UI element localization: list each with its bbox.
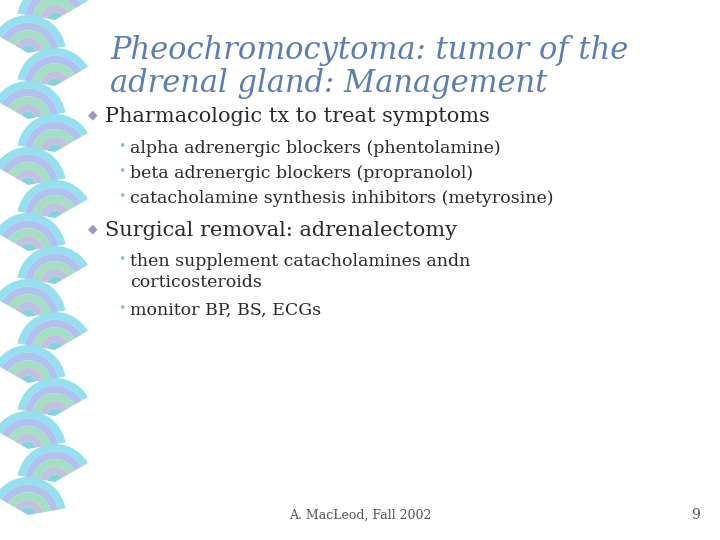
Text: •: • — [118, 253, 125, 266]
Text: adrenal gland: Management: adrenal gland: Management — [110, 68, 547, 99]
Wedge shape — [15, 368, 43, 382]
Text: A. MacLeod, Fall 2002: A. MacLeod, Fall 2002 — [289, 509, 431, 522]
Text: monitor BP, BS, ECGs: monitor BP, BS, ECGs — [130, 302, 321, 319]
Wedge shape — [25, 451, 81, 478]
Wedge shape — [0, 477, 66, 510]
Text: ◆: ◆ — [88, 222, 98, 235]
Wedge shape — [15, 434, 43, 448]
Wedge shape — [40, 335, 68, 349]
Wedge shape — [22, 375, 35, 383]
Wedge shape — [8, 96, 50, 116]
Wedge shape — [15, 236, 43, 249]
Text: •: • — [118, 165, 125, 178]
Wedge shape — [15, 38, 43, 52]
Text: then supplement catacholamines andn: then supplement catacholamines andn — [130, 253, 470, 270]
Wedge shape — [40, 5, 68, 19]
Wedge shape — [1, 418, 58, 445]
Wedge shape — [1, 484, 58, 511]
Wedge shape — [0, 213, 66, 246]
Wedge shape — [32, 327, 75, 347]
Wedge shape — [40, 71, 68, 85]
Wedge shape — [17, 444, 88, 477]
Text: 9: 9 — [691, 508, 700, 522]
Wedge shape — [48, 211, 62, 218]
Wedge shape — [48, 342, 62, 350]
Wedge shape — [48, 276, 62, 284]
Wedge shape — [17, 0, 88, 15]
Wedge shape — [22, 45, 35, 53]
Wedge shape — [15, 170, 43, 184]
Wedge shape — [25, 254, 81, 280]
Wedge shape — [15, 104, 43, 118]
Text: Surgical removal: adrenalectomy: Surgical removal: adrenalectomy — [105, 221, 457, 240]
Wedge shape — [17, 48, 88, 80]
Wedge shape — [25, 56, 81, 82]
Wedge shape — [8, 162, 50, 183]
Wedge shape — [8, 228, 50, 248]
Text: alpha adrenergic blockers (phentolamine): alpha adrenergic blockers (phentolamine) — [130, 140, 500, 157]
Wedge shape — [32, 459, 75, 480]
Wedge shape — [25, 122, 81, 148]
Wedge shape — [1, 154, 58, 181]
Wedge shape — [32, 195, 75, 215]
Text: ◆: ◆ — [88, 108, 98, 121]
Wedge shape — [48, 78, 62, 86]
Wedge shape — [32, 129, 75, 150]
Text: Pharmacologic tx to treat symptoms: Pharmacologic tx to treat symptoms — [105, 107, 490, 126]
Wedge shape — [0, 147, 66, 180]
Wedge shape — [1, 89, 58, 115]
Wedge shape — [22, 111, 35, 119]
Wedge shape — [22, 178, 35, 185]
Wedge shape — [0, 411, 66, 444]
Wedge shape — [17, 246, 88, 279]
Wedge shape — [17, 378, 88, 411]
Wedge shape — [0, 345, 66, 377]
Wedge shape — [22, 508, 35, 515]
Wedge shape — [22, 244, 35, 251]
Wedge shape — [22, 441, 35, 449]
Wedge shape — [15, 302, 43, 316]
Wedge shape — [15, 500, 43, 514]
Wedge shape — [48, 475, 62, 482]
Wedge shape — [17, 312, 88, 345]
Wedge shape — [25, 0, 81, 16]
Wedge shape — [1, 287, 58, 313]
Wedge shape — [8, 492, 50, 512]
Wedge shape — [25, 386, 81, 412]
Text: catacholamine synthesis inhibitors (metyrosine): catacholamine synthesis inhibitors (mety… — [130, 190, 554, 207]
Wedge shape — [48, 408, 62, 416]
Wedge shape — [40, 137, 68, 151]
Text: Pheochromocytoma: tumor of the: Pheochromocytoma: tumor of the — [110, 35, 629, 66]
Wedge shape — [8, 30, 50, 50]
Wedge shape — [22, 309, 35, 317]
Wedge shape — [25, 320, 81, 346]
Wedge shape — [1, 353, 58, 379]
Wedge shape — [40, 203, 68, 217]
Text: •: • — [118, 302, 125, 315]
Text: •: • — [118, 190, 125, 203]
Wedge shape — [0, 279, 66, 312]
Text: beta adrenergic blockers (propranolol): beta adrenergic blockers (propranolol) — [130, 165, 473, 182]
Wedge shape — [17, 114, 88, 147]
Wedge shape — [0, 15, 66, 48]
Wedge shape — [32, 63, 75, 83]
Wedge shape — [48, 12, 62, 20]
Wedge shape — [8, 426, 50, 447]
Wedge shape — [8, 360, 50, 380]
Wedge shape — [0, 81, 66, 114]
Wedge shape — [48, 144, 62, 152]
Wedge shape — [32, 0, 75, 17]
Wedge shape — [25, 187, 81, 214]
Wedge shape — [1, 23, 58, 49]
Wedge shape — [17, 180, 88, 213]
Text: •: • — [118, 140, 125, 153]
Wedge shape — [8, 294, 50, 314]
Text: corticosteroids: corticosteroids — [130, 274, 262, 291]
Wedge shape — [40, 401, 68, 415]
Wedge shape — [40, 467, 68, 481]
Wedge shape — [32, 261, 75, 281]
Wedge shape — [40, 269, 68, 282]
Wedge shape — [1, 221, 58, 247]
Wedge shape — [32, 393, 75, 413]
